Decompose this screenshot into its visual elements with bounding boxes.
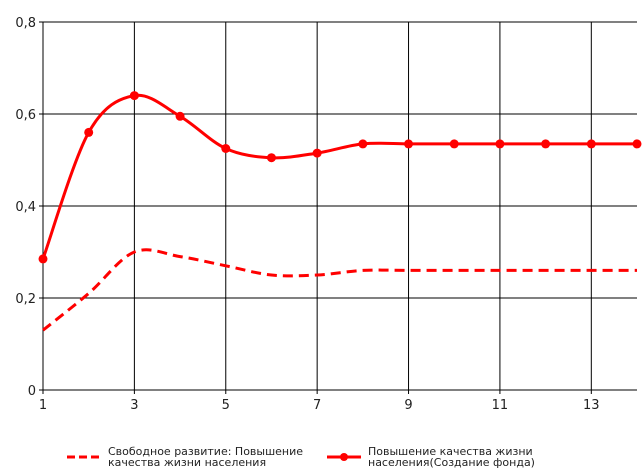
x-tick-label: 3 [130, 398, 138, 413]
y-tick-label: 0 [28, 384, 36, 399]
x-tick-label: 7 [313, 398, 321, 413]
y-tick-label: 0,4 [15, 200, 36, 215]
axes [39, 21, 637, 394]
data-point [312, 148, 322, 158]
x-tick-label: 1 [39, 398, 47, 413]
x-tick-label: 11 [492, 398, 509, 413]
series-line-1 [41, 93, 637, 260]
data-point [175, 111, 185, 121]
y-tick-label: 0,2 [15, 292, 36, 307]
legend-item-1: Повышение качества жизни населения(Созда… [326, 446, 568, 468]
grid [43, 21, 637, 390]
x-tick-label: 5 [222, 398, 230, 413]
line-chart: 00,20,40,60,81 3 5 7 9 11 13 [15, 16, 642, 413]
data-point [38, 254, 48, 264]
data-point [449, 139, 459, 149]
data-point [586, 139, 596, 149]
series-line-0 [42, 248, 637, 332]
data-point [221, 144, 231, 153]
data-point [129, 91, 139, 101]
data-point [266, 153, 276, 163]
legend-label-0: Свободное развитие: Повышение качества ж… [108, 445, 304, 469]
x-tick-label: 13 [583, 398, 600, 413]
data-point [84, 127, 94, 137]
data-point [495, 139, 505, 149]
series-layer [38, 91, 642, 332]
data-point [541, 139, 551, 149]
legend: Свободное развитие: Повышение качества ж… [0, 428, 643, 468]
legend-item-0: Свободное развитие: Повышение качества ж… [66, 446, 308, 468]
legend-swatch-dashed [67, 455, 101, 459]
data-point [404, 139, 414, 149]
legend-swatch-solid [327, 453, 361, 461]
y-tick-label: 0,8 [15, 16, 36, 31]
y-tick-label: 0,6 [15, 108, 36, 123]
data-point [358, 139, 368, 149]
tick-labels: 00,20,40,60,81 3 5 7 9 11 13 [15, 16, 599, 413]
x-tick-label: 9 [404, 398, 412, 413]
data-point [632, 139, 642, 149]
legend-label-1: Повышение качества жизни населения(Созда… [368, 445, 535, 469]
